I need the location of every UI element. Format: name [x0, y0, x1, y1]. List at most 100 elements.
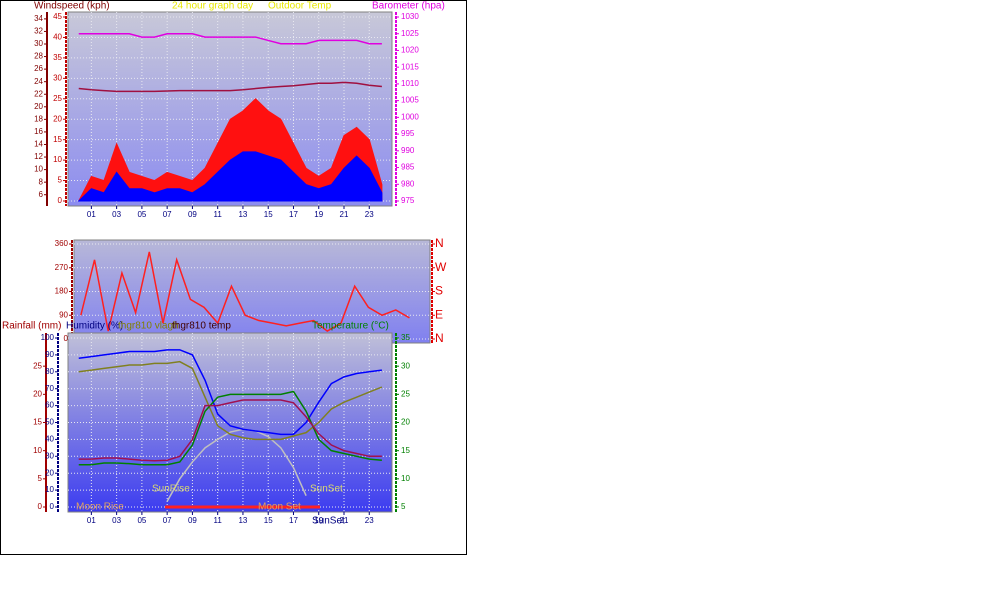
y-tick-label: 18	[34, 114, 43, 123]
y-tick-label: 90	[59, 310, 68, 319]
chart-label: SunRise	[152, 484, 190, 495]
y-tick-label: 25	[53, 94, 62, 103]
x-tick-label: 21	[340, 210, 349, 219]
y-tick-label: 32	[34, 27, 43, 36]
y-tick-label: 990	[401, 146, 415, 155]
y-tick-label: 30	[45, 451, 54, 460]
y-tick-label: 8	[39, 177, 44, 186]
series-line	[80, 251, 410, 332]
y-tick-label: 40	[53, 33, 62, 42]
y-tick-label: 995	[401, 129, 415, 138]
y-tick-label: 1010	[401, 79, 419, 88]
y-tick-label: 20	[53, 114, 62, 123]
y-tick-label: S	[435, 284, 443, 298]
y-tick-label: 30	[53, 73, 62, 82]
y-tick-label: 30	[34, 39, 43, 48]
y-tick-label: 30	[401, 361, 410, 370]
y-tick-label: E	[435, 307, 443, 321]
x-tick-label: 19	[314, 516, 323, 525]
series-line	[166, 428, 307, 502]
chart-label: thgr810 temp	[172, 321, 231, 332]
y-tick-label: N	[435, 236, 444, 250]
y-tick-label: 10	[34, 165, 43, 174]
series-line	[78, 390, 382, 466]
x-tick-label: 05	[137, 210, 146, 219]
y-tick-label: 34	[34, 14, 43, 23]
y-tick-label: 100	[41, 333, 55, 342]
x-tick-label: 01	[87, 516, 96, 525]
x-tick-label: 17	[289, 516, 298, 525]
y-tick-label: 5	[401, 502, 406, 511]
y-tick-label: 0	[50, 502, 55, 511]
x-tick-label: 17	[289, 210, 298, 219]
y-tick-label: 1000	[401, 112, 419, 121]
y-tick-label: 26	[34, 64, 43, 73]
y-tick-label: 15	[33, 418, 42, 427]
y-tick-label: 5	[58, 176, 63, 185]
y-tick-label: 6	[39, 190, 44, 199]
y-tick-label: 10	[401, 474, 410, 483]
series-line	[78, 32, 382, 45]
x-tick-label: 03	[112, 210, 121, 219]
y-tick-label: 24	[34, 77, 43, 86]
y-tick-label: 1020	[401, 46, 419, 55]
x-tick-label: 23	[365, 210, 374, 219]
y-tick-label: 980	[401, 179, 415, 188]
x-tick-label: 23	[365, 516, 374, 525]
y-tick-label: 60	[45, 401, 54, 410]
y-tick-label: 10	[33, 446, 42, 455]
x-tick-label: 05	[137, 516, 146, 525]
chart-label: SunSet	[312, 516, 345, 527]
x-tick-label: 21	[340, 516, 349, 525]
chart-label: Moon Set	[258, 502, 301, 513]
y-tick-label: 10	[45, 485, 54, 494]
y-tick-label: 20	[34, 102, 43, 111]
chart-label: 24 hour graph day	[172, 1, 253, 12]
series-line	[78, 81, 382, 93]
chart-label: Temperature (°C)	[312, 321, 389, 332]
series-line	[78, 399, 382, 462]
x-tick-label: 07	[163, 516, 172, 525]
x-tick-label: 01	[87, 210, 96, 219]
chart-label: Rainfall (mm)	[2, 321, 61, 332]
y-tick-label: 45	[53, 12, 62, 21]
y-tick-label: 0	[58, 196, 63, 205]
x-tick-label: 09	[188, 210, 197, 219]
y-tick-label: N	[435, 331, 444, 345]
y-tick-label: 985	[401, 163, 415, 172]
y-tick-label: 22	[34, 89, 43, 98]
y-tick-label: 20	[401, 418, 410, 427]
chart-label: Windspeed (kph)	[34, 1, 110, 12]
y-tick-label: 20	[33, 389, 42, 398]
y-tick-label: 14	[34, 140, 43, 149]
x-tick-label: 19	[314, 210, 323, 219]
y-tick-label: 25	[33, 361, 42, 370]
y-tick-label: 20	[45, 468, 54, 477]
y-tick-label: 180	[55, 287, 69, 296]
x-tick-label: 11	[214, 210, 223, 219]
y-tick-label: 1025	[401, 29, 419, 38]
y-tick-label: 70	[45, 384, 54, 393]
y-tick-label: 15	[53, 135, 62, 144]
x-tick-label: 03	[112, 516, 121, 525]
y-tick-label: 28	[34, 52, 43, 61]
y-tick-label: 50	[45, 418, 54, 427]
y-tick-label: 5	[38, 474, 43, 483]
series-area	[77, 98, 383, 202]
x-tick-label: 13	[238, 210, 247, 219]
y-tick-label: 360	[55, 239, 69, 248]
chart-label: Humidity (%)	[66, 321, 123, 332]
chart-label: Barometer (hpa)	[372, 1, 445, 12]
chart-label: SunSet	[310, 484, 343, 495]
y-tick-label: 1005	[401, 96, 419, 105]
series-line	[78, 360, 383, 441]
y-tick-label: 1030	[401, 12, 419, 21]
y-tick-label: 90	[45, 350, 54, 359]
chart-label: thgr810 vlagh	[118, 321, 179, 332]
y-tick-label: 270	[55, 263, 69, 272]
frame	[0, 0, 467, 555]
y-tick-label: 40	[45, 435, 54, 444]
y-tick-label: 35	[53, 53, 62, 62]
x-tick-label: 13	[238, 516, 247, 525]
